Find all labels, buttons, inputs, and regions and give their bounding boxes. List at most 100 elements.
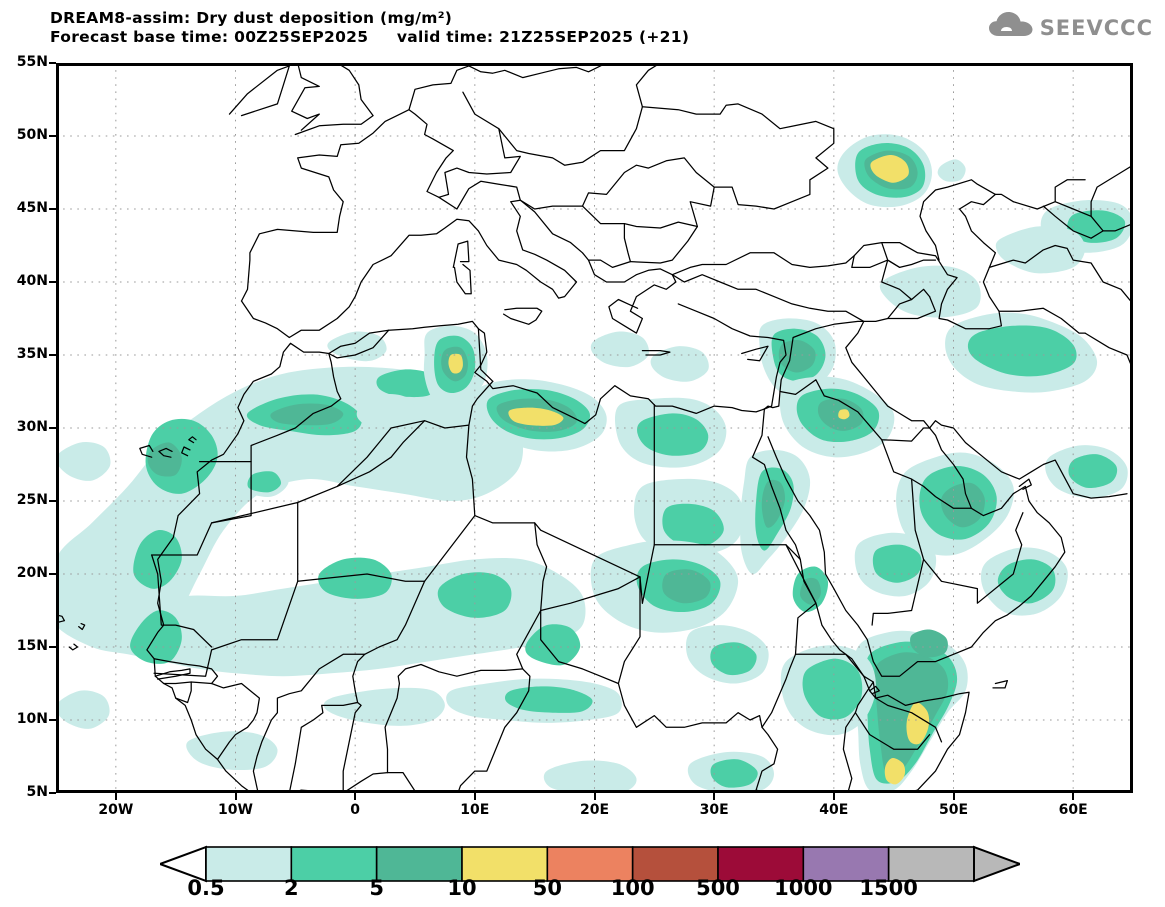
- x-axis-label: 0: [350, 802, 361, 818]
- geo-line: [1018, 478, 1032, 490]
- geo-line: [842, 712, 857, 793]
- geo-line: [153, 658, 219, 685]
- x-axis-tick: [354, 793, 357, 800]
- dust-contour-band: [940, 482, 985, 528]
- colorbar-swatch: [631, 846, 719, 882]
- colorbar-swatch: [205, 846, 293, 882]
- geo-line: [336, 420, 426, 488]
- y-axis-tick: [49, 281, 56, 283]
- geo-line: [677, 303, 787, 410]
- x-axis-tick: [114, 793, 117, 800]
- dust-contour-band: [662, 569, 711, 604]
- dust-contour-band: [327, 331, 387, 362]
- geo-line: [671, 274, 931, 323]
- geo-line: [871, 558, 925, 626]
- dust-contour-band: [870, 154, 909, 183]
- dust-contour-band: [56, 442, 111, 481]
- dust-contour-band: [508, 407, 564, 426]
- y-axis-label: 50N: [16, 127, 48, 143]
- y-axis-label: 20N: [16, 565, 48, 581]
- dust-contour-band: [590, 331, 649, 368]
- x-axis-tick: [952, 793, 955, 800]
- geo-line: [384, 663, 524, 774]
- colorbar-tick-label: 500: [696, 876, 740, 900]
- colorbar-swatch: [887, 846, 975, 882]
- geo-line: [689, 186, 715, 228]
- geo-line: [998, 307, 1086, 334]
- y-axis-tick: [49, 427, 56, 429]
- y-axis-tick: [49, 354, 56, 356]
- geo-line: [465, 424, 476, 517]
- y-axis-label: 10N: [16, 711, 48, 727]
- geo-line: [617, 576, 779, 791]
- x-axis-tick: [832, 793, 835, 800]
- geo-line: [181, 446, 191, 457]
- y-axis-tick: [49, 62, 56, 64]
- geo-line: [540, 609, 620, 685]
- dust-contour-band: [710, 642, 757, 676]
- dust-contour-band: [376, 369, 439, 398]
- dust-contour-band: [937, 159, 966, 182]
- geo-line: [328, 329, 390, 359]
- geo-line: [910, 478, 1024, 604]
- dust-contour-band: [147, 442, 182, 477]
- dust-contour-band: [710, 759, 758, 788]
- geo-line: [1090, 164, 1133, 217]
- dust-contour-band: [884, 757, 906, 785]
- geo-line: [342, 580, 426, 793]
- dust-deposition-map: [56, 63, 1133, 793]
- colorbar-tick-label: 0.5: [187, 876, 225, 900]
- y-axis-label: 45N: [16, 200, 48, 216]
- y-axis-label: 40N: [16, 273, 48, 289]
- map-plot-area: [56, 63, 1133, 793]
- geo-line: [158, 447, 173, 458]
- map-title-block: DREAM8-assim: Dry dust deposition (mg/m²…: [50, 9, 950, 47]
- dust-contour-band: [967, 325, 1077, 377]
- y-axis-label: 35N: [16, 346, 48, 362]
- geo-line: [151, 554, 213, 648]
- y-axis-tick: [49, 208, 56, 210]
- geo-line: [188, 436, 197, 444]
- geo-line: [1054, 179, 1086, 203]
- y-axis-tick: [49, 135, 56, 137]
- dust-contour-band: [761, 479, 785, 528]
- y-axis-label: 15N: [16, 638, 48, 654]
- x-axis-tick: [473, 793, 476, 800]
- geo-line: [291, 63, 374, 136]
- geo-line: [581, 205, 632, 269]
- colorbar: [160, 845, 1020, 903]
- dust-contour-band: [186, 731, 278, 771]
- geo-line: [881, 439, 973, 509]
- geo-line: [761, 653, 797, 728]
- geo-line: [250, 352, 342, 463]
- geo-line: [139, 444, 154, 458]
- colorbar-tick-label: 1000: [774, 876, 833, 900]
- geo-line: [1102, 222, 1133, 232]
- geo-line: [519, 103, 835, 210]
- geo-line: [994, 193, 1014, 203]
- y-axis-tick: [49, 719, 56, 721]
- geo-line: [1012, 201, 1104, 239]
- y-axis-label: 30N: [16, 419, 48, 435]
- x-axis-tick: [234, 793, 237, 800]
- x-axis-label: 20E: [579, 802, 610, 818]
- geo-line: [68, 643, 79, 651]
- geo-line: [154, 668, 191, 680]
- geo-line: [779, 379, 931, 442]
- colorbar-swatches: [160, 845, 1020, 883]
- dust-contour-band: [318, 557, 392, 599]
- dust-contour-band: [247, 471, 282, 493]
- y-axis-tick: [49, 500, 56, 502]
- seevccc-logo: SEEVCCC: [988, 11, 1153, 45]
- geo-line: [887, 295, 937, 320]
- colorbar-tick-label: 10: [447, 876, 477, 900]
- geo-line: [869, 685, 880, 695]
- geo-line: [741, 345, 769, 362]
- dust-contour-band: [872, 544, 922, 583]
- geo-line: [992, 679, 1009, 689]
- geo-line: [252, 653, 366, 793]
- logo-text: SEEVCCC: [1039, 16, 1153, 40]
- geo-line: [881, 259, 913, 301]
- dust-contour-band: [525, 624, 581, 666]
- geo-line: [763, 320, 865, 410]
